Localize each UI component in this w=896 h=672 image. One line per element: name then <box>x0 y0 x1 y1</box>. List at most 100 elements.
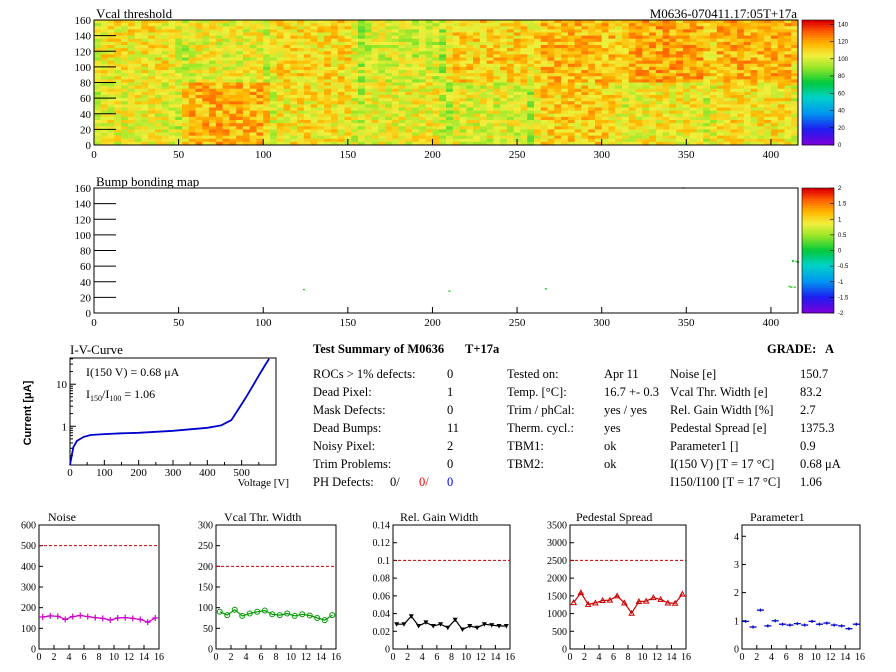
heatmap-cell <box>371 51 379 55</box>
heatmap-cell <box>385 113 393 118</box>
heatmap-cell <box>682 132 691 137</box>
heatmap-cell <box>547 45 555 49</box>
heatmap-cell <box>588 85 596 90</box>
heatmap-cell <box>642 110 650 115</box>
heatmap-cell <box>290 82 298 87</box>
heatmap-cell <box>351 73 359 77</box>
heatmap-cell <box>642 88 650 93</box>
heatmap-cell <box>337 76 345 80</box>
heatmap-cell <box>229 73 237 77</box>
heatmap-cell <box>534 116 542 121</box>
heatmap-cell <box>710 120 718 124</box>
heatmap-cell <box>398 57 406 62</box>
heatmap-cell <box>188 76 196 80</box>
heatmap-cell <box>547 123 555 127</box>
heatmap-cell <box>182 60 190 65</box>
heatmap-cell <box>154 51 163 55</box>
heatmap-cell <box>608 104 616 108</box>
heatmap-cell <box>493 51 501 55</box>
heatmap-cell <box>418 23 427 27</box>
heatmap-cell <box>527 38 535 43</box>
heatmap-cell <box>398 91 406 96</box>
heatmap-cell <box>391 45 400 49</box>
heatmap-cell <box>236 76 244 80</box>
x-tick-label: 150 <box>340 317 357 329</box>
heatmap-cell <box>229 104 237 108</box>
summary-right-label: I(150 V) [T = 17 °C] <box>670 457 775 471</box>
heatmap-cell <box>303 82 312 87</box>
heatmap-cell <box>195 45 203 49</box>
heatmap-cell <box>561 32 569 37</box>
heatmap-cell <box>168 129 176 133</box>
x-tick-label: 350 <box>678 149 695 161</box>
heatmap-cell <box>249 26 257 30</box>
heatmap-cell <box>148 54 156 58</box>
heatmap-cell <box>114 141 122 146</box>
heatmap-cell <box>182 107 190 112</box>
heatmap-cell <box>615 26 623 30</box>
heatmap-cell <box>161 38 169 43</box>
heatmap-cell <box>358 126 366 130</box>
heatmap-cell <box>303 116 312 121</box>
heatmap-cell <box>757 63 765 68</box>
heatmap-cell <box>479 41 488 46</box>
heatmap-cell <box>249 23 257 27</box>
z-tick-label: 140 <box>838 22 849 28</box>
heatmap-cell <box>608 76 616 80</box>
heatmap-cell <box>757 48 765 52</box>
heatmap-cell <box>594 101 603 105</box>
heatmap-cell <box>459 91 467 96</box>
heatmap-cell <box>330 123 339 127</box>
heatmap-cell <box>141 54 149 58</box>
heatmap-cell <box>547 48 555 52</box>
heatmap-cell <box>290 107 298 112</box>
heatmap-cell <box>750 57 758 62</box>
heatmap-cell <box>770 54 779 58</box>
heatmap-cell <box>513 79 521 83</box>
x-tick-label: 300 <box>593 149 610 161</box>
heatmap-cell <box>270 48 278 52</box>
heatmap-cell <box>777 85 785 90</box>
heatmap-cell <box>412 32 420 37</box>
roc-y-tick-label: 600 <box>21 521 36 532</box>
heatmap-cell <box>358 38 366 43</box>
heatmap-cell <box>703 70 711 74</box>
heatmap-cell <box>500 45 508 49</box>
heatmap-cell <box>757 57 765 62</box>
heatmap-cell <box>405 26 413 30</box>
heatmap-cell <box>716 70 724 74</box>
heatmap-cell <box>209 91 217 96</box>
heatmap-cell <box>337 38 345 43</box>
roc-x-tick-label: 14 <box>316 652 326 663</box>
heatmap-cell <box>432 60 440 65</box>
heatmap-cell <box>750 88 758 93</box>
heatmap-cell <box>358 63 366 68</box>
heatmap-cell <box>94 57 102 62</box>
heatmap-cell <box>676 82 684 87</box>
z-tick-label: 80 <box>838 74 845 80</box>
heatmap-cell <box>425 101 433 105</box>
heatmap-cell <box>330 107 339 112</box>
x-tick-label: 250 <box>509 149 526 161</box>
heatmap-cell <box>737 101 745 105</box>
heatmap-cell <box>100 73 108 77</box>
heatmap-cell <box>256 79 264 83</box>
heatmap-cell <box>418 70 427 74</box>
roc-y-tick-label: 3 <box>734 560 739 571</box>
heatmap-cell <box>161 135 169 140</box>
heatmap-cell <box>615 126 623 130</box>
heatmap-cell <box>743 132 752 137</box>
heatmap-cell <box>222 141 230 146</box>
heatmap-cell <box>628 113 636 118</box>
heatmap-cell <box>608 141 616 146</box>
heatmap-cell <box>215 116 224 121</box>
heatmap-cell <box>743 141 752 146</box>
heatmap-cell <box>547 91 555 96</box>
heatmap-cell <box>317 73 325 77</box>
heatmap-cell <box>242 129 251 133</box>
heatmap-cell <box>615 104 623 108</box>
heatmap-cell <box>459 66 467 71</box>
heatmap-cell <box>764 41 772 46</box>
roc-point <box>650 594 657 601</box>
